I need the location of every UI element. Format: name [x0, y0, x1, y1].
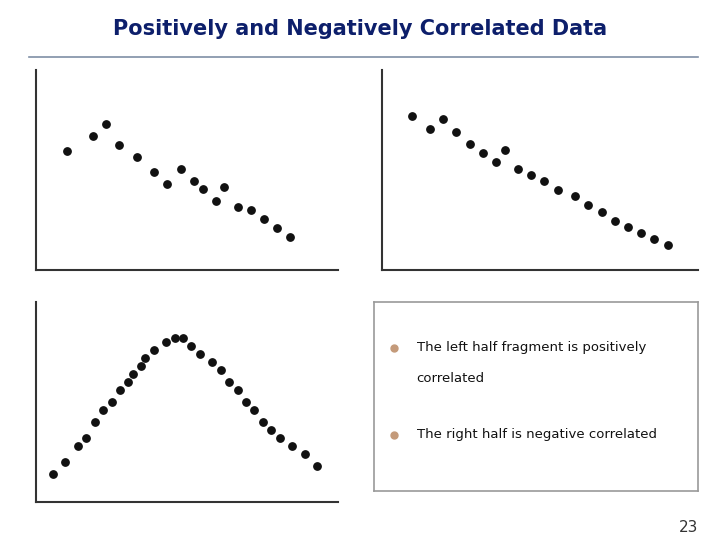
Point — [81, 434, 92, 443]
Point — [162, 179, 174, 188]
Text: Positively and Negatively Correlated Data: Positively and Negatively Correlated Dat… — [113, 19, 607, 39]
Point — [114, 386, 126, 395]
Point — [499, 146, 510, 154]
Point — [131, 152, 143, 161]
Point — [219, 182, 230, 191]
Point — [662, 241, 673, 249]
Point — [240, 398, 252, 407]
Point — [89, 418, 101, 427]
Point — [210, 197, 222, 206]
Point — [186, 342, 197, 350]
Text: The right half is negative correlated: The right half is negative correlated — [417, 428, 657, 441]
Point — [97, 406, 109, 415]
Point — [194, 350, 206, 359]
Point — [169, 334, 181, 343]
Point — [232, 203, 243, 212]
Point — [188, 176, 199, 185]
Point — [161, 338, 172, 347]
Point — [257, 418, 269, 427]
Point — [649, 235, 660, 244]
Point — [127, 370, 138, 379]
Point — [258, 215, 270, 224]
Point — [175, 164, 186, 173]
Point — [148, 346, 159, 355]
Point — [148, 167, 160, 176]
Point — [140, 354, 151, 363]
Point — [539, 177, 550, 185]
Point — [451, 127, 462, 136]
Point — [287, 442, 298, 450]
Point — [47, 470, 58, 478]
Point — [636, 229, 647, 238]
Point — [215, 366, 227, 375]
Point — [60, 458, 71, 467]
Point — [232, 386, 243, 395]
Point — [177, 334, 189, 343]
Point — [248, 406, 260, 415]
Point — [106, 398, 117, 407]
Text: The left half fragment is positively: The left half fragment is positively — [417, 341, 646, 354]
Point — [609, 217, 621, 225]
Point — [424, 124, 436, 133]
Point — [87, 131, 99, 140]
Point — [135, 362, 147, 370]
Point — [490, 158, 502, 167]
Point — [284, 233, 296, 241]
Point — [299, 450, 310, 458]
Point — [407, 112, 418, 120]
Point — [114, 140, 125, 149]
Point — [477, 149, 489, 158]
Point — [207, 358, 218, 367]
Point — [596, 207, 608, 216]
Point — [274, 434, 285, 443]
Point — [223, 378, 235, 387]
Point — [245, 206, 256, 215]
Point — [570, 192, 581, 200]
Point — [438, 115, 449, 124]
Text: 23: 23 — [679, 519, 698, 535]
Point — [464, 140, 475, 149]
Point — [271, 224, 283, 233]
Point — [512, 164, 523, 173]
Point — [582, 201, 594, 210]
Text: correlated: correlated — [417, 372, 485, 384]
Point — [526, 171, 537, 179]
Point — [312, 462, 323, 470]
Point — [61, 146, 73, 155]
Point — [622, 222, 634, 231]
Point — [266, 426, 277, 435]
Point — [552, 186, 563, 194]
Point — [122, 378, 134, 387]
Point — [72, 442, 84, 450]
Point — [197, 185, 208, 194]
Point — [100, 119, 112, 128]
